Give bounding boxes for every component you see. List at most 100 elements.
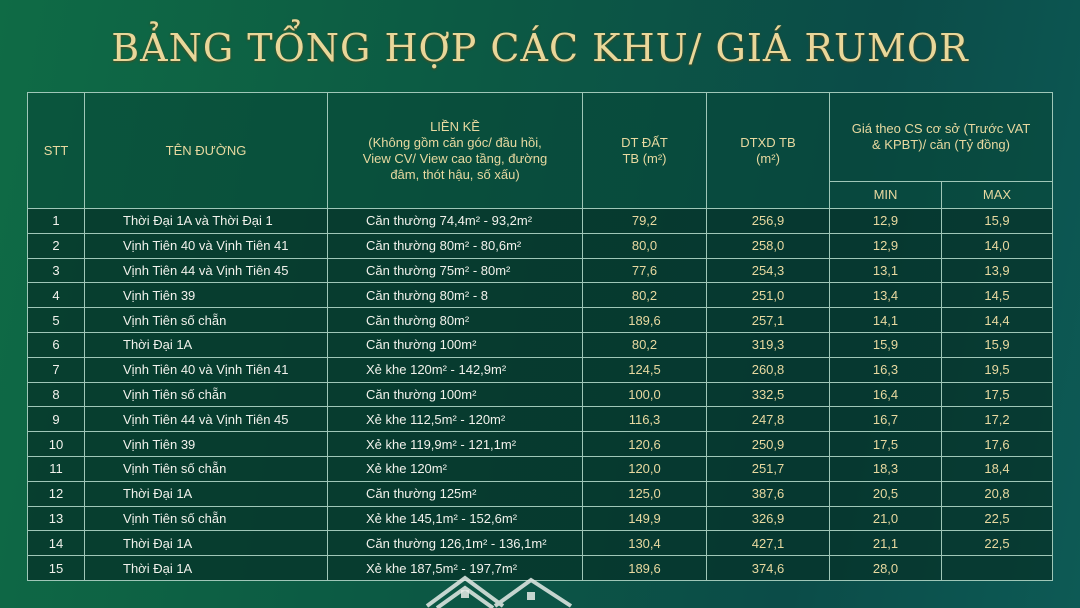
cell-gia-min: 12,9 (829, 232, 942, 259)
cell-dt-dat: 79,2 (582, 208, 707, 234)
cell-gia-max: 17,2 (940, 406, 1054, 433)
cell-dt-dat: 124,5 (582, 356, 707, 383)
cell-ten-duong: Vịnh Tiên 39 (84, 431, 328, 457)
cell-stt: 10 (27, 431, 85, 457)
cell-dtxd: 387,6 (706, 480, 830, 507)
cell-stt: 3 (27, 257, 85, 284)
cell-gia-min: 21,1 (829, 530, 942, 557)
table-row: 12 Thời Đại 1A Căn thường 125m² 125,0 387,6 2… (27, 480, 1054, 507)
cell-dtxd: 260,8 (706, 356, 830, 383)
table-row: 10 Vịnh Tiên 39 Xẻ khe 119,9m² - 121,1m² 12… (27, 431, 1054, 457)
cell-gia-min: 20,5 (829, 480, 942, 507)
cell-gia-min: 21,0 (829, 505, 942, 532)
cell-lien-ke: Xẻ khe 120m² - 142,9m² (327, 356, 583, 383)
cell-dtxd: 374,6 (706, 555, 830, 581)
cell-gia-min: 28,0 (829, 555, 942, 581)
table-row: 13 Vịnh Tiên số chẵn Xẻ khe 145,1m² - 152,… (27, 505, 1054, 532)
cell-dtxd: 251,7 (706, 455, 830, 482)
cell-dt-dat: 80,0 (582, 232, 707, 259)
cell-gia-min: 18,3 (829, 455, 942, 482)
page-title: BẢNG TỔNG HỢP CÁC KHU/ GIÁ RUMOR (111, 26, 969, 70)
houses-icon (425, 575, 573, 608)
cell-dtxd: 332,5 (706, 381, 830, 408)
cell-stt: 15 (27, 555, 85, 581)
cell-dtxd: 256,9 (706, 208, 830, 234)
cell-ten-duong: Vịnh Tiên số chẵn (84, 381, 328, 408)
cell-lien-ke: Căn thường 126,1m² - 136,1m² (327, 530, 583, 557)
cell-gia-max: 15,9 (940, 331, 1054, 358)
cell-ten-duong: Thời Đại 1A và Thời Đại 1 (84, 208, 328, 234)
cell-dtxd: 319,3 (706, 331, 830, 358)
header-lien-ke: LIỀN KỀ (Không gồm căn góc/ đầu hồi, View… (327, 92, 583, 209)
cell-gia-max: 19,5 (940, 356, 1054, 383)
cell-dt-dat: 130,4 (582, 530, 707, 557)
cell-ten-duong: Vịnh Tiên 44 và Vịnh Tiên 45 (84, 257, 328, 284)
cell-lien-ke: Căn thường 80m² - 80,6m² (327, 232, 583, 259)
cell-stt: 8 (27, 381, 85, 408)
cell-dtxd: 427,1 (706, 530, 830, 557)
header-gia: Giá theo CS cơ sở (Trước VAT & KPBT)/ că… (828, 92, 1054, 182)
cell-gia-min: 16,3 (829, 356, 942, 383)
cell-gia-min: 16,7 (829, 406, 942, 433)
table-row: 6 Thời Đại 1A Căn thường 100m² 80,2 319,3 15,… (27, 331, 1054, 358)
cell-gia-min: 12,9 (829, 208, 942, 234)
cell-dt-dat: 125,0 (582, 480, 707, 507)
cell-lien-ke: Xẻ khe 112,5m² - 120m² (327, 406, 583, 433)
cell-dt-dat: 80,2 (582, 331, 707, 358)
table-row: 15 Thời Đại 1A Xẻ khe 187,5m² - 197,7m² 189… (27, 555, 1054, 581)
cell-ten-duong: Thời Đại 1A (84, 480, 328, 507)
cell-stt: 1 (27, 208, 85, 234)
table-row: 11 Vịnh Tiên số chẵn Xẻ khe 120m² 120,0 251,… (27, 455, 1054, 482)
cell-gia-max: 13,9 (940, 257, 1054, 284)
cell-gia-max: 17,6 (940, 431, 1054, 457)
cell-dtxd: 251,0 (706, 282, 830, 309)
cell-stt: 14 (27, 530, 85, 557)
cell-gia-max: 15,9 (940, 208, 1054, 234)
cell-ten-duong: Vịnh Tiên 44 và Vịnh Tiên 45 (84, 406, 328, 433)
cell-dt-dat: 116,3 (582, 406, 707, 433)
header-dt-dat: DT ĐẤT TB (m²) (582, 92, 707, 209)
cell-lien-ke: Căn thường 100m² (327, 381, 583, 408)
cell-gia-min: 13,4 (829, 282, 942, 309)
cell-lien-ke: Căn thường 125m² (327, 480, 583, 507)
cell-dt-dat: 189,6 (582, 555, 707, 581)
header-lien-ke-note: (Không gồm căn góc/ đầu hồi, View CV/ Vi… (362, 134, 548, 182)
cell-lien-ke: Căn thường 80m² - 8 (327, 282, 583, 309)
cell-stt: 9 (27, 406, 85, 433)
table-row: 4 Vịnh Tiên 39 Căn thường 80m² - 8 80,2 251,… (27, 282, 1054, 309)
cell-ten-duong: Vịnh Tiên 39 (84, 282, 328, 309)
cell-lien-ke: Căn thường 74,4m² - 93,2m² (327, 208, 583, 234)
table-row: 2 Vịnh Tiên 40 và Vịnh Tiên 41 Căn thường … (27, 232, 1054, 259)
cell-dtxd: 326,9 (706, 505, 830, 532)
cell-dt-dat: 189,6 (582, 307, 707, 333)
cell-gia-min: 13,1 (829, 257, 942, 284)
cell-gia-min: 17,5 (829, 431, 942, 457)
cell-ten-duong: Vịnh Tiên số chẵn (84, 307, 328, 333)
table-row: 1 Thời Đại 1A và Thời Đại 1 Căn thường 74,… (27, 208, 1054, 234)
cell-gia-max (940, 555, 1054, 581)
cell-dt-dat: 80,2 (582, 282, 707, 309)
cell-gia-max: 14,0 (940, 232, 1054, 259)
cell-dtxd: 254,3 (706, 257, 830, 284)
cell-ten-duong: Vịnh Tiên 40 và Vịnh Tiên 41 (84, 232, 328, 259)
cell-ten-duong: Thời Đại 1A (84, 530, 328, 557)
table-row: 7 Vịnh Tiên 40 và Vịnh Tiên 41 Xẻ khe 120m… (27, 356, 1054, 383)
cell-stt: 6 (27, 331, 85, 358)
cell-stt: 11 (27, 455, 85, 482)
cell-gia-max: 17,5 (940, 381, 1054, 408)
cell-lien-ke: Căn thường 75m² - 80m² (327, 257, 583, 284)
cell-dt-dat: 149,9 (582, 505, 707, 532)
cell-lien-ke: Xẻ khe 187,5m² - 197,7m² (327, 555, 583, 581)
cell-stt: 12 (27, 480, 85, 507)
cell-gia-max: 22,5 (940, 505, 1054, 532)
cell-stt: 4 (27, 282, 85, 309)
table-row: 5 Vịnh Tiên số chẵn Căn thường 80m² 189,6 25… (27, 307, 1054, 333)
cell-gia-min: 16,4 (829, 381, 942, 408)
table-row: 8 Vịnh Tiên số chẵn Căn thường 100m² 100,0 3… (27, 381, 1054, 408)
table-row: 14 Thời Đại 1A Căn thường 126,1m² - 136,1m… (27, 530, 1054, 557)
header-ten-duong: TÊN ĐƯỜNG (84, 92, 328, 209)
cell-dt-dat: 77,6 (582, 257, 707, 284)
table-row: 3 Vịnh Tiên 44 và Vịnh Tiên 45 Căn thường … (27, 257, 1054, 284)
cell-gia-max: 14,5 (940, 282, 1054, 309)
cell-ten-duong: Vịnh Tiên số chẵn (84, 455, 328, 482)
